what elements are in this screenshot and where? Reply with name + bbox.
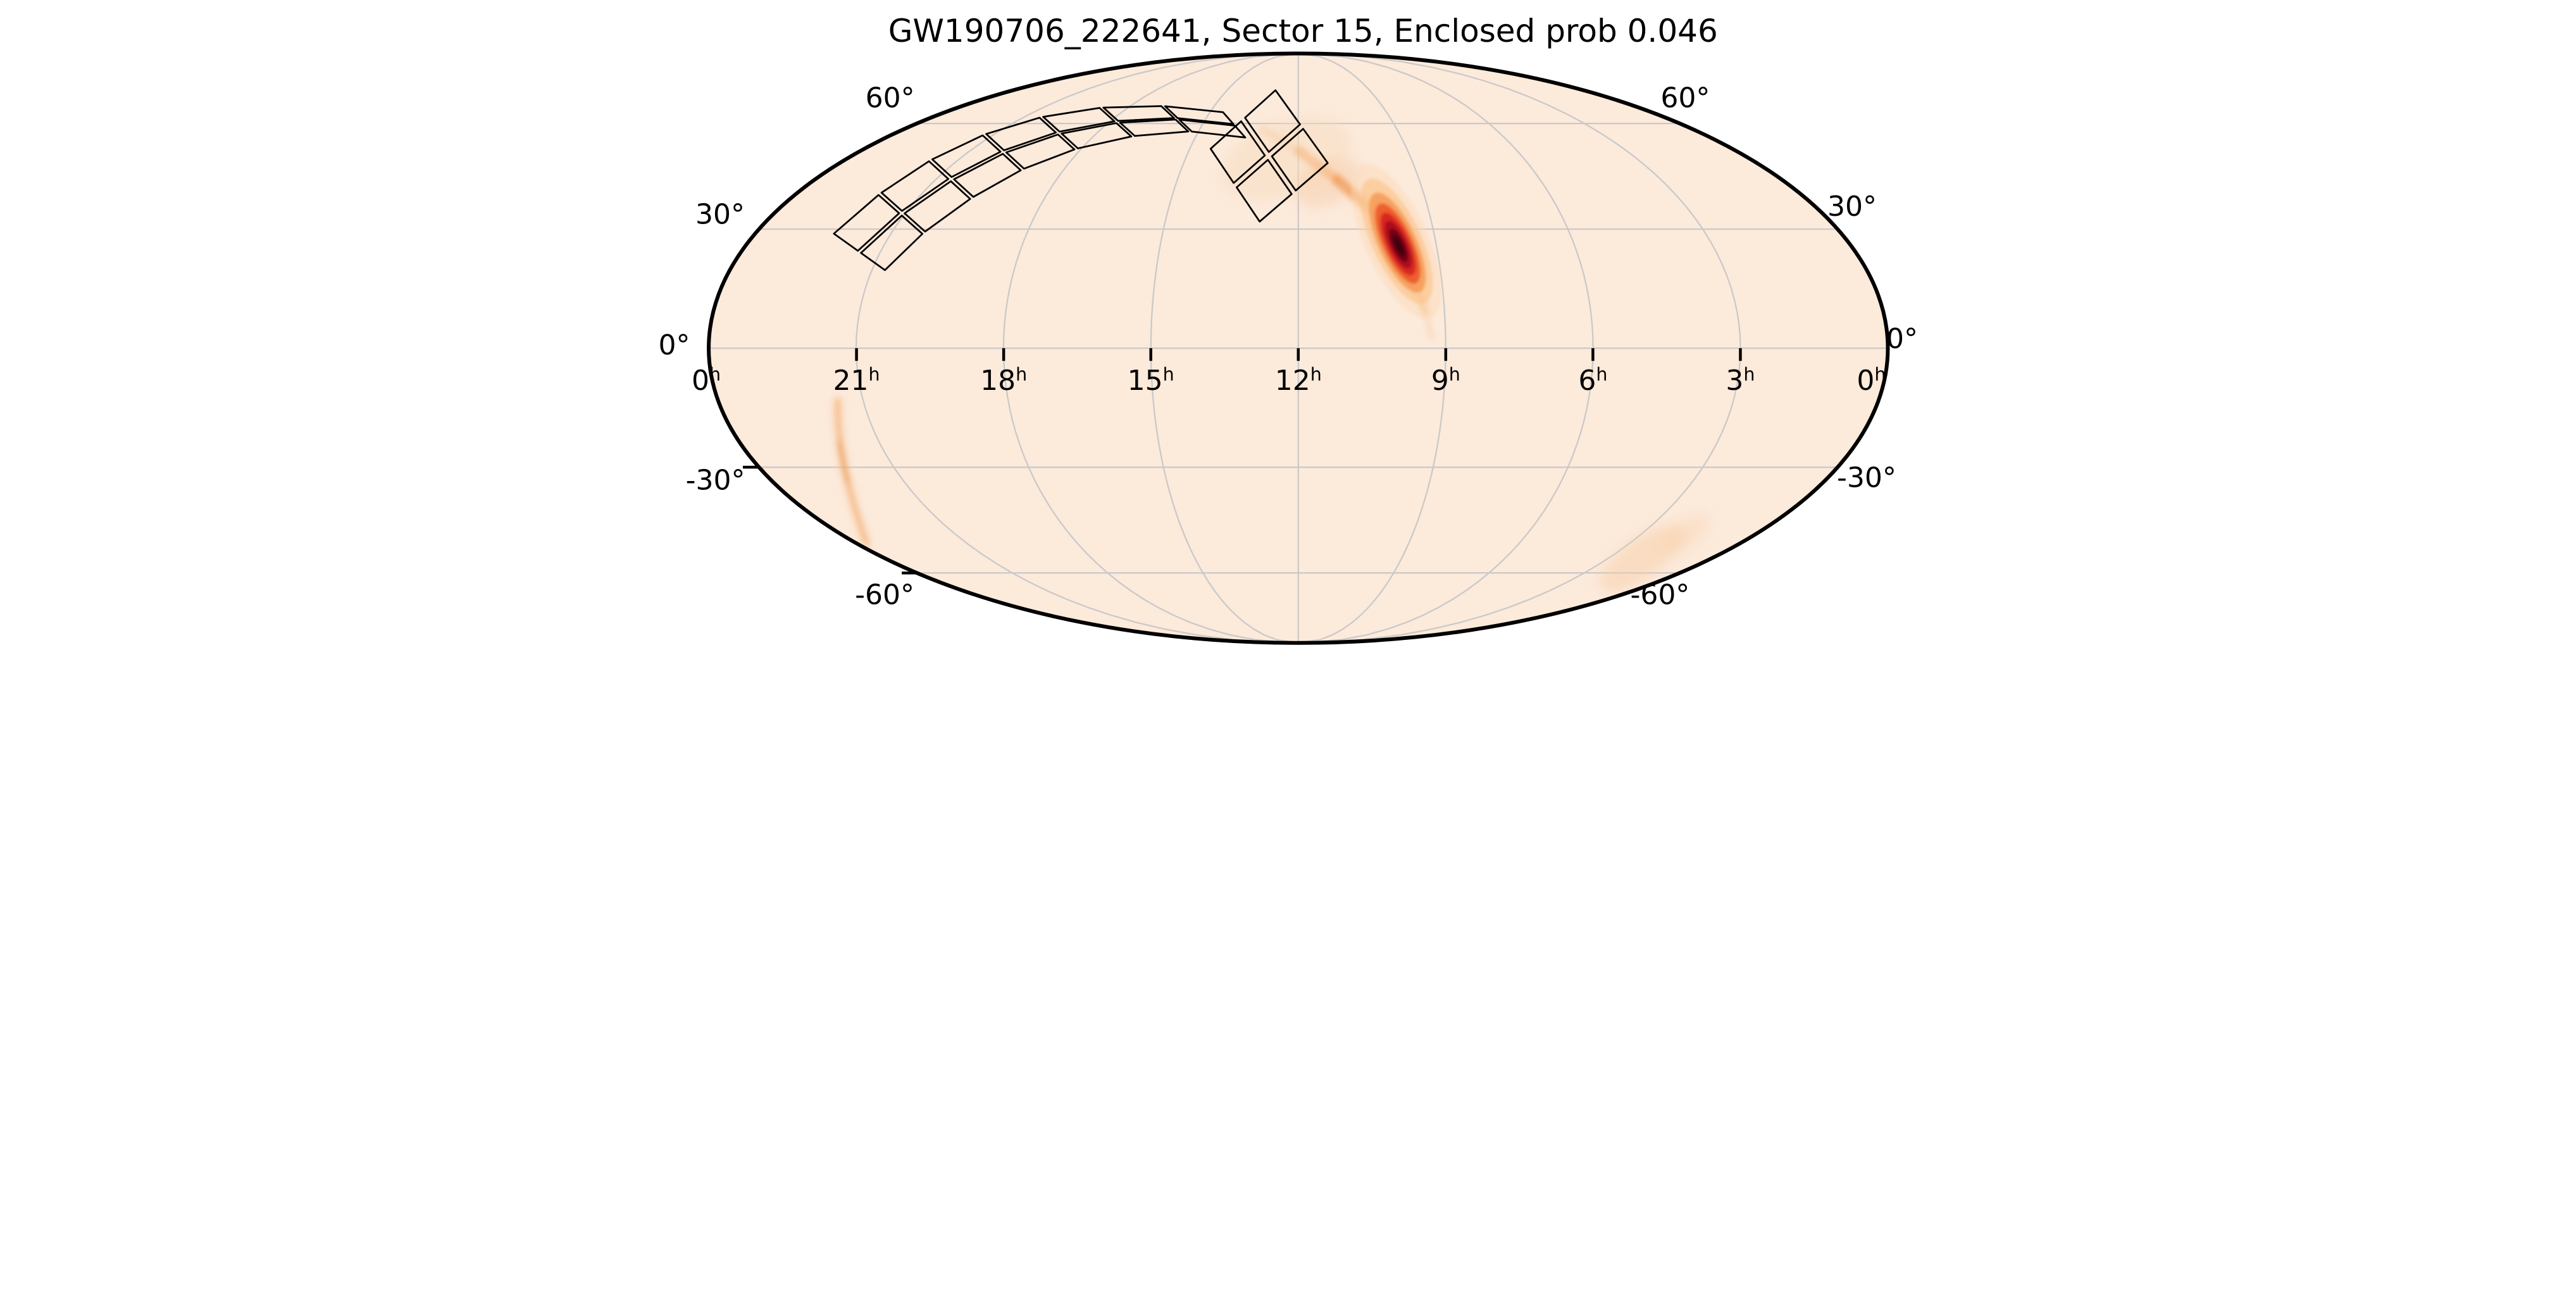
faint-probability-clouds: [1223, 117, 1708, 592]
footprint-ccd-cell: [1102, 105, 1175, 122]
sector-footprint-strip: [832, 89, 1329, 272]
footprint-ccd-cell: [832, 194, 900, 252]
dec-label: 30°: [1827, 191, 1876, 223]
ra-label-12h: 12h: [1274, 364, 1321, 397]
ra-label-3h: 3h: [1726, 364, 1755, 397]
footprint-end-camera-cell: [1243, 89, 1301, 153]
dec-label: -30°: [1837, 462, 1896, 494]
sky-map-svg: 0h 21h 18h 15h 12h 9h 6h 3h 0h60°30°0°-30°-60°60…: [658, 13, 1917, 645]
plot-title: GW190706_222641, Sector 15, Enclosed pro…: [888, 13, 1717, 49]
ra-label-15h: 15h: [1127, 364, 1174, 397]
footprint-ccd-cell: [1060, 122, 1132, 149]
footprint-ccd-cell: [1178, 118, 1246, 139]
dec-label: 60°: [1660, 82, 1710, 114]
dec-label: 30°: [695, 198, 745, 230]
footprint-ccd-cell: [859, 215, 923, 272]
skymap-figure: 0h 21h 18h 15h 12h 9h 6h 3h 0h 60° 30° 0° -30° -60° 60…: [644, 0, 1932, 657]
sky-map-built-content: 0h 21h 18h 15h 12h 9h 6h 3h 0h60°30°0°-30°-60°60…: [658, 51, 1917, 645]
footprint-ccd-cell: [952, 153, 1021, 198]
ra-label-18h: 18h: [980, 364, 1027, 397]
ra-label-9h: 9h: [1431, 364, 1460, 397]
footprint-ccd-cell: [1005, 134, 1075, 170]
dec-label: 0°: [658, 329, 690, 361]
footprint-ccd-cell: [880, 160, 949, 212]
dec-axis-labels: 60° 30° 0° -30° -60° 60° 30° 0° -30° -60°: [658, 82, 1917, 611]
ra-axis-labels: 0h 21h 18h 15h 12h 9h 6h 3h 0h: [691, 364, 1886, 397]
dec-label: 60°: [865, 82, 914, 114]
dec-label: -60°: [1630, 579, 1689, 611]
map-boundary: [706, 51, 1889, 645]
ra-label-0h: 0h: [691, 364, 720, 397]
footprint-ccd-cell: [903, 180, 971, 233]
probability-hotspot-blob: [1351, 163, 1442, 319]
dec-label: -30°: [685, 465, 745, 497]
footprint-ccd-cell: [1164, 105, 1235, 125]
footprint-ccd-cell: [931, 134, 1002, 178]
footprint-end-camera-cell: [1271, 128, 1329, 192]
probability-density-layer: [830, 117, 1708, 592]
ra-label-6h: 6h: [1578, 364, 1607, 397]
footprint-ccd-cell: [985, 116, 1057, 151]
footprint-ccd-cell: [1042, 107, 1116, 133]
dec-label: -60°: [855, 579, 914, 611]
ra-label-21h: 21h: [833, 364, 880, 397]
footprint-end-camera-cell: [1235, 159, 1293, 223]
dec-label: 0°: [1886, 323, 1917, 355]
footprint-ccd-cell: [1119, 118, 1189, 137]
ra-label-0h: 0h: [1857, 364, 1886, 397]
footprint-end-camera-cell: [1209, 120, 1266, 184]
